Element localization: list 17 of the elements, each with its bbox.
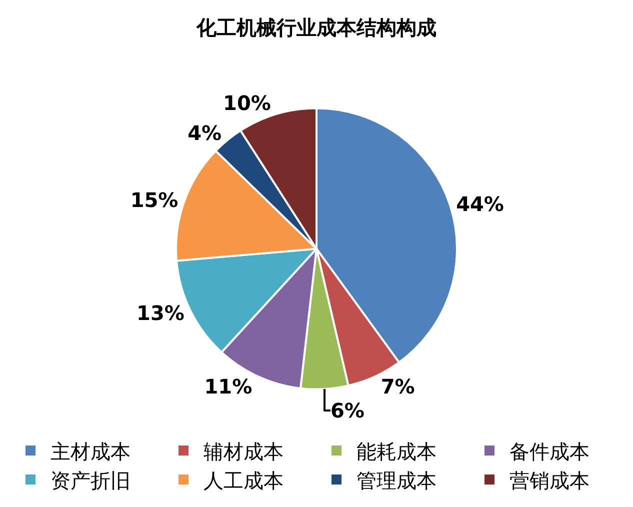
- legend-label: 管理成本: [356, 468, 436, 492]
- data-label: 15%: [130, 188, 178, 212]
- chart-title: 化工机械行业成本结构构成: [196, 15, 436, 40]
- legend-label: 辅材成本: [204, 439, 284, 464]
- legend-label: 资产折旧: [50, 468, 130, 492]
- data-label: 7%: [380, 374, 415, 398]
- data-label: 13%: [136, 301, 184, 326]
- data-label: 6%: [330, 398, 364, 422]
- data-label: 4%: [188, 120, 222, 145]
- legend-label: 备件成本: [510, 439, 590, 464]
- legend-label: 能耗成本: [356, 439, 436, 464]
- data-label: 11%: [204, 374, 252, 398]
- legend-label: 人工成本: [204, 468, 284, 492]
- data-label: 44%: [456, 192, 504, 216]
- data-label: 10%: [223, 90, 271, 115]
- legend-label: 营销成本: [510, 468, 590, 492]
- legend-label: 主材成本: [50, 439, 130, 464]
